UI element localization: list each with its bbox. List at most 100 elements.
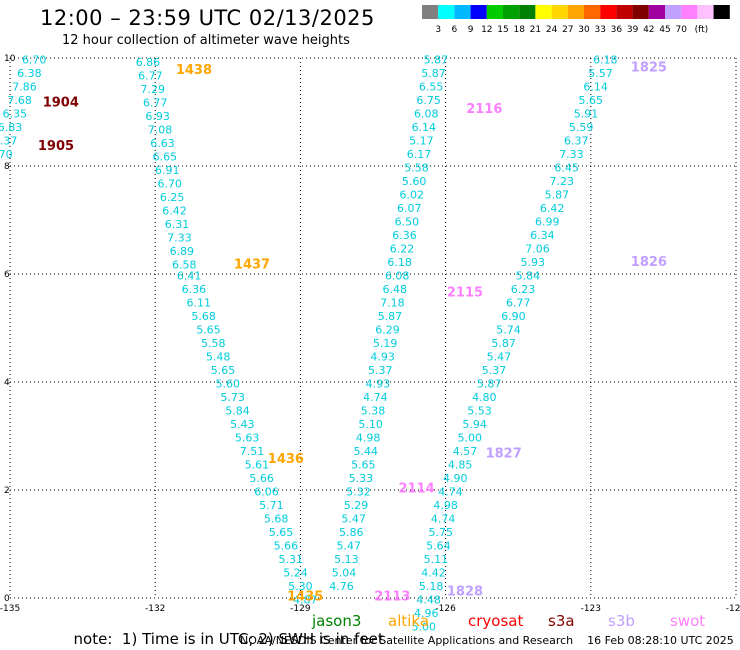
wave-height-value: 6.29 (375, 323, 400, 336)
wave-height-value: 5.60 (216, 377, 241, 390)
wave-height-value: 6.18 (593, 53, 618, 66)
wave-height-value: 6.08 (414, 107, 439, 120)
wave-height-value: 4.76 (329, 580, 354, 593)
x-tick-label: -135 (0, 604, 20, 614)
wave-height-value: 4.42 (421, 566, 446, 579)
wave-height-value: 4.48 (416, 593, 441, 606)
color-swatch (535, 5, 552, 19)
wave-height-value: 5.24 (283, 566, 308, 579)
wave-height-value: 5.87 (378, 310, 403, 323)
color-swatch (616, 5, 633, 19)
wave-height-value: 5.87 (545, 188, 570, 201)
legend-s3a: s3a (548, 612, 575, 630)
wave-height-value: 4.98 (433, 499, 458, 512)
wave-height-value: 6.63 (150, 137, 175, 150)
wave-height-value: 6.58 (172, 259, 197, 272)
wave-height-value: 5.37 (368, 364, 393, 377)
credit-line: NOAA/NESDIS Center for Satellite Applica… (240, 634, 734, 647)
color-scale-label: 45 (659, 25, 670, 35)
legend-cryosat: cryosat (468, 612, 523, 630)
color-scale-label: 3 (435, 25, 441, 35)
color-scale-legend: 3 6 9 12 15 18 21 24 27 30 33 36 39 42 45 70 (ft) (422, 5, 730, 35)
wave-height-value: 4.85 (448, 458, 473, 471)
wave-height-value: 4.74 (438, 485, 463, 498)
note-text: note: 1) Time is in UTC; 2) SWH is in fe… (73, 630, 384, 648)
wave-height-value: 6.02 (399, 188, 424, 201)
wave-height-value: 6.77 (138, 70, 163, 83)
wave-height-value: 4.93 (370, 350, 395, 363)
color-scale-label: 36 (611, 25, 623, 35)
wave-height-value: 5.71 (259, 499, 284, 512)
wave-height-value: 5.65 (196, 323, 221, 336)
wave-height-value: 5.47 (487, 350, 512, 363)
x-tick-label: -129 (290, 604, 311, 614)
wave-height-value: 5.73 (220, 391, 245, 404)
legend-altika: altika (388, 612, 429, 630)
color-swatch (503, 5, 520, 19)
wave-height-value: 6.83 (0, 121, 22, 134)
wave-height-value: 5.84 (516, 269, 541, 282)
wave-height-value: 5.61 (245, 458, 270, 471)
color-scale-label: 21 (530, 25, 541, 35)
wave-height-value: 6.31 (165, 218, 190, 231)
x-tick-label: -123 (581, 604, 601, 614)
wave-height-value: 4.74 (363, 391, 388, 404)
wave-height-value: 4.96 (414, 607, 439, 620)
wave-height-value: 7.08 (148, 124, 173, 137)
wave-height-value: 5.65 (269, 526, 294, 539)
wave-height-value: 6.55 (419, 80, 444, 93)
wave-height-value: 5.48 (206, 350, 231, 363)
wave-height-value: 6.90 (501, 310, 526, 323)
wave-height-value: 6.77 (506, 296, 531, 309)
wave-height-value: 6.65 (153, 151, 178, 164)
x-tick-label: -120 (726, 604, 740, 614)
wave-height-value: 6.38 (17, 67, 42, 80)
wave-height-value: 5.66 (249, 472, 274, 485)
color-scale-label: 6 (452, 25, 458, 35)
wave-height-value: 5.74 (496, 323, 521, 336)
legend-jason3: jason3 (311, 612, 361, 630)
wave-height-value: 5.37 (482, 364, 507, 377)
color-scale-label: 33 (594, 25, 605, 35)
color-scale-label: 39 (627, 25, 639, 35)
wave-height-value: 7.06 (525, 242, 550, 255)
wave-height-value: 5.87 (477, 377, 502, 390)
legend-s3b: s3b (608, 612, 635, 630)
wave-height-value: 5.87 (421, 67, 446, 80)
color-swatch (567, 5, 584, 19)
y-tick-label: 2 (4, 486, 10, 496)
wave-height-value: 6.41 (177, 269, 202, 282)
wave-height-value: 5.65 (211, 364, 236, 377)
wave-height-value: 5.38 (361, 404, 386, 417)
wave-height-value: 6.17 (407, 148, 432, 161)
chart-title: 12:00 – 23:59 UTC 02/13/2025 (40, 6, 375, 30)
wave-height-value: 5.44 (353, 445, 378, 458)
wave-height-value: 4.57 (453, 445, 478, 458)
wave-height-value: 5.58 (201, 337, 226, 350)
wave-height-value: 5.87 (491, 337, 516, 350)
wave-height-value: 6.14 (412, 121, 437, 134)
color-swatch (681, 5, 698, 19)
wave-height-value: 5.30 (288, 580, 313, 593)
wave-height-value: 7.33 (167, 232, 192, 245)
wave-height-value: 6.14 (583, 80, 608, 93)
wave-height-value: 6.77 (143, 97, 168, 110)
wave-height-value: 4.93 (366, 377, 391, 390)
wave-height-value: 5.84 (225, 404, 250, 417)
pass-time-label: 2114 (398, 482, 434, 497)
pass-time-label: 2116 (466, 102, 502, 117)
wave-height-value: 7.18 (380, 296, 405, 309)
y-tick-label: 8 (4, 162, 10, 172)
pass-time-label: 1905 (38, 139, 74, 154)
wave-height-value: 6.22 (390, 242, 415, 255)
wave-height-value: 6.70 (0, 148, 13, 161)
color-swatch (454, 5, 471, 19)
wave-height-value: 6.23 (511, 283, 536, 296)
wave-height-value: 5.29 (344, 499, 369, 512)
pass-time-label: 1904 (43, 96, 79, 111)
color-swatch (551, 5, 568, 19)
wave-height-value: 5.53 (467, 404, 492, 417)
color-swatch (600, 5, 617, 19)
wave-height-value: 6.70 (22, 53, 47, 66)
